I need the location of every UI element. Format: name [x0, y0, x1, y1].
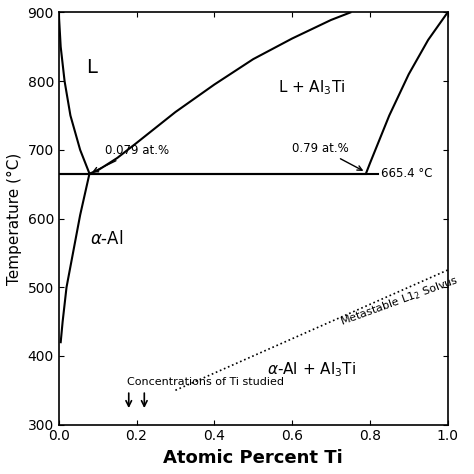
Text: L: L: [86, 58, 97, 77]
Text: L + Al$_3$Ti: L + Al$_3$Ti: [278, 79, 345, 97]
Y-axis label: Temperature (°C): Temperature (°C): [7, 153, 22, 285]
Text: Concentrations of Ti studied: Concentrations of Ti studied: [127, 377, 284, 387]
Text: $\alpha$-Al: $\alpha$-Al: [90, 230, 123, 248]
Text: 0.079 at.%: 0.079 at.%: [93, 144, 170, 172]
Text: 0.79 at.%: 0.79 at.%: [292, 142, 362, 170]
Text: Metastable L1$_2$ Solvus: Metastable L1$_2$ Solvus: [339, 273, 461, 329]
X-axis label: Atomic Percent Ti: Atomic Percent Ti: [164, 449, 343, 467]
Text: $\alpha$-Al + Al$_3$Ti: $\alpha$-Al + Al$_3$Ti: [267, 360, 356, 379]
Text: 665.4 °C: 665.4 °C: [382, 167, 433, 180]
